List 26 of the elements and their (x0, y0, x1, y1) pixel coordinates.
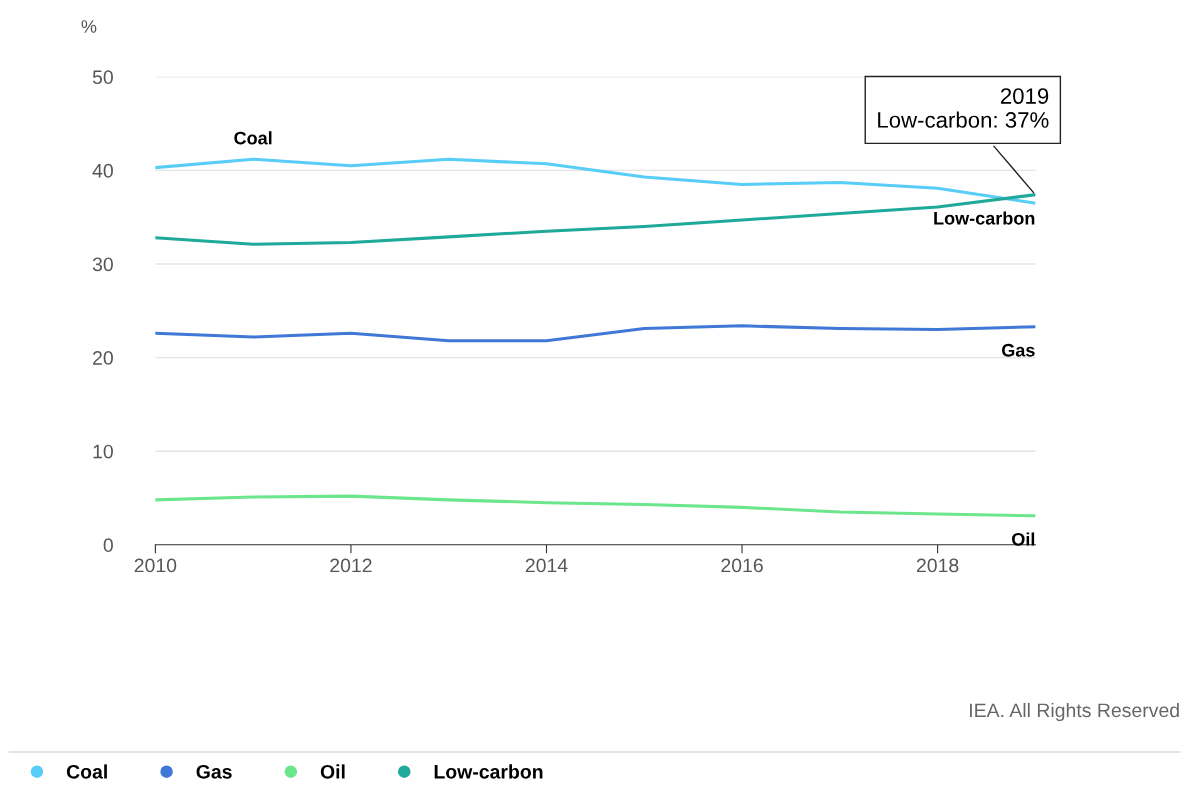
text: IEA. All Rights Reserved (970, 702, 1179, 722)
text: Oil (1012, 532, 1035, 546)
y-tick-label: 30 (92, 257, 113, 272)
x-tick-label: 2012 (330, 558, 372, 573)
line-series (155, 324, 1036, 343)
legend-label: Low-carbon (434, 764, 543, 779)
legend-label: Coal (66, 764, 107, 779)
legend-label: Oil (320, 764, 345, 779)
line-series (155, 157, 1036, 205)
x-tick-label: 2014 (525, 558, 568, 573)
text: Low-carbon (934, 211, 1035, 225)
y-tick-label: 50 (92, 70, 113, 85)
x-tick-label: 2010 (134, 558, 177, 573)
text: Coal (234, 131, 272, 145)
y-tick-label: 10 (93, 444, 113, 459)
text: Gas (1001, 343, 1035, 357)
y-tick-label: 0 (103, 538, 113, 553)
annotation: 2019 Low-carbon: 37% (878, 88, 1049, 128)
line-series (155, 494, 1036, 518)
y-tick-label: 20 (93, 351, 113, 365)
legend-label: Gas (196, 764, 232, 779)
line-series (155, 193, 1036, 246)
x-tick-label: 2018 (916, 558, 959, 573)
x-tick-label: 2016 (721, 558, 763, 573)
y-tick-label: 40 (92, 163, 113, 178)
y-axis-title: % (81, 20, 97, 33)
